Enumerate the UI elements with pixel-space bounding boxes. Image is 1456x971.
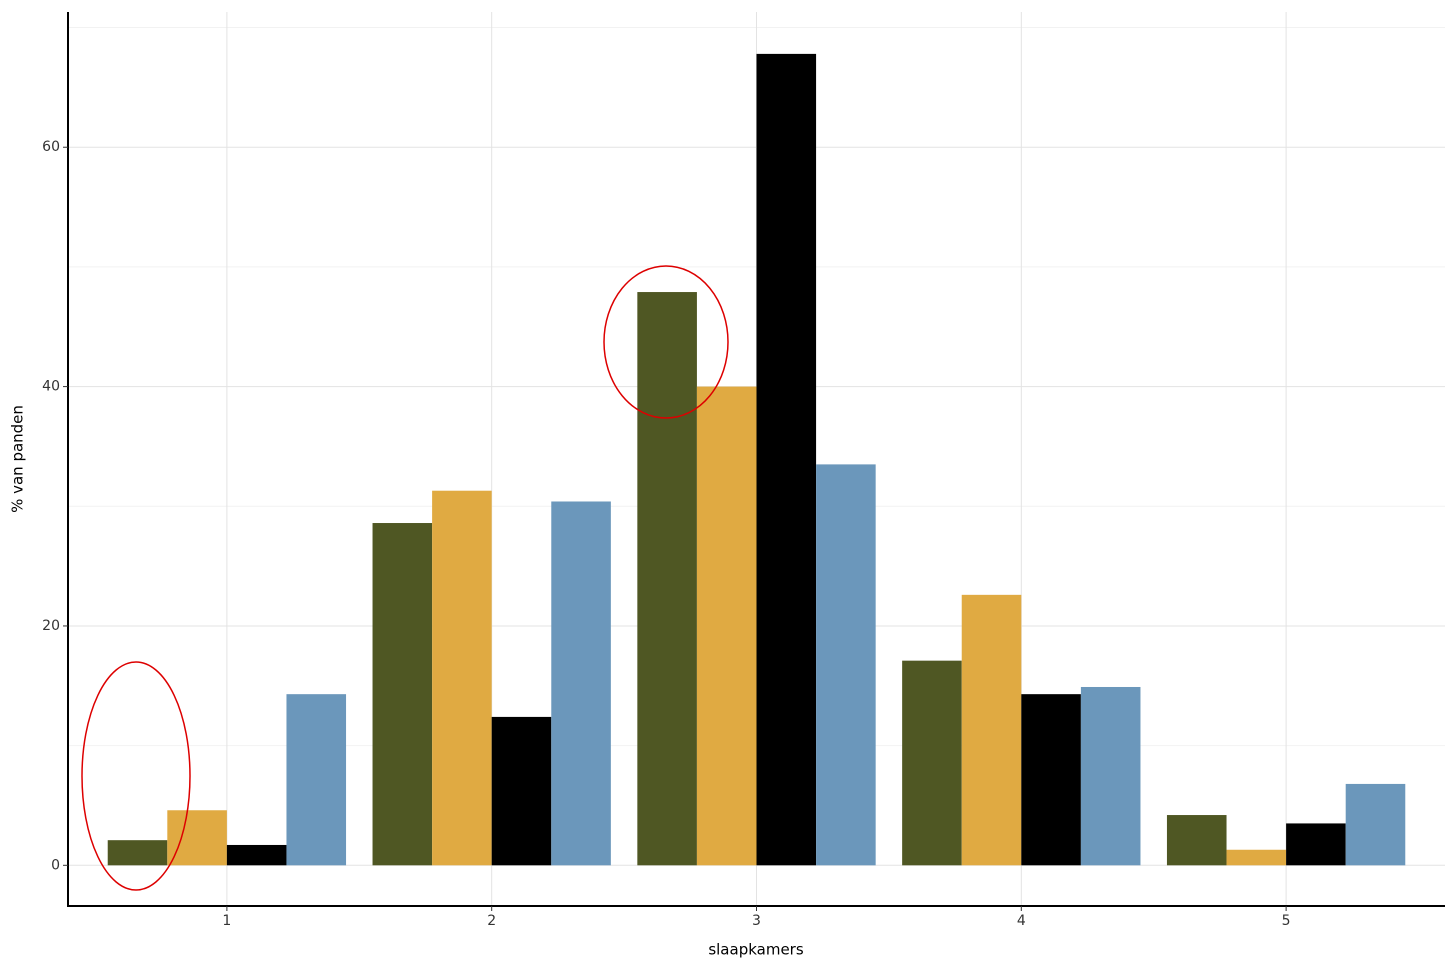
x-tick-label: 2 <box>487 913 496 929</box>
bar <box>1021 694 1081 866</box>
x-tick-label: 4 <box>1017 913 1026 929</box>
bar <box>491 716 552 866</box>
bar <box>286 694 347 866</box>
bar <box>107 840 168 866</box>
y-tick-label: 0 <box>51 857 60 873</box>
x-axis-title: slaapkamers <box>708 941 804 959</box>
bar <box>226 844 287 866</box>
bars <box>107 53 1406 866</box>
bar <box>902 660 962 866</box>
bar <box>696 386 757 866</box>
highlight-ellipse <box>81 661 191 891</box>
bar <box>756 53 817 866</box>
bar <box>1226 849 1287 866</box>
bar <box>961 594 1022 866</box>
bar <box>1166 815 1227 866</box>
y-tick-label: 20 <box>42 618 60 634</box>
y-tick-label: 60 <box>42 139 60 155</box>
bar <box>167 810 227 866</box>
bar <box>816 464 876 866</box>
x-tick-label: 1 <box>222 913 231 929</box>
y-tick-label: 40 <box>42 379 60 395</box>
bar <box>551 501 611 866</box>
x-tick-label: 3 <box>752 913 761 929</box>
highlight-ellipse <box>603 265 729 419</box>
x-tick-label: 5 <box>1282 913 1291 929</box>
bar <box>1286 823 1346 866</box>
bar <box>1080 686 1141 866</box>
bar <box>1345 783 1406 866</box>
bar <box>637 292 697 866</box>
y-axis-title: % van panden <box>9 405 27 513</box>
bar <box>372 523 433 866</box>
bar <box>432 490 492 866</box>
